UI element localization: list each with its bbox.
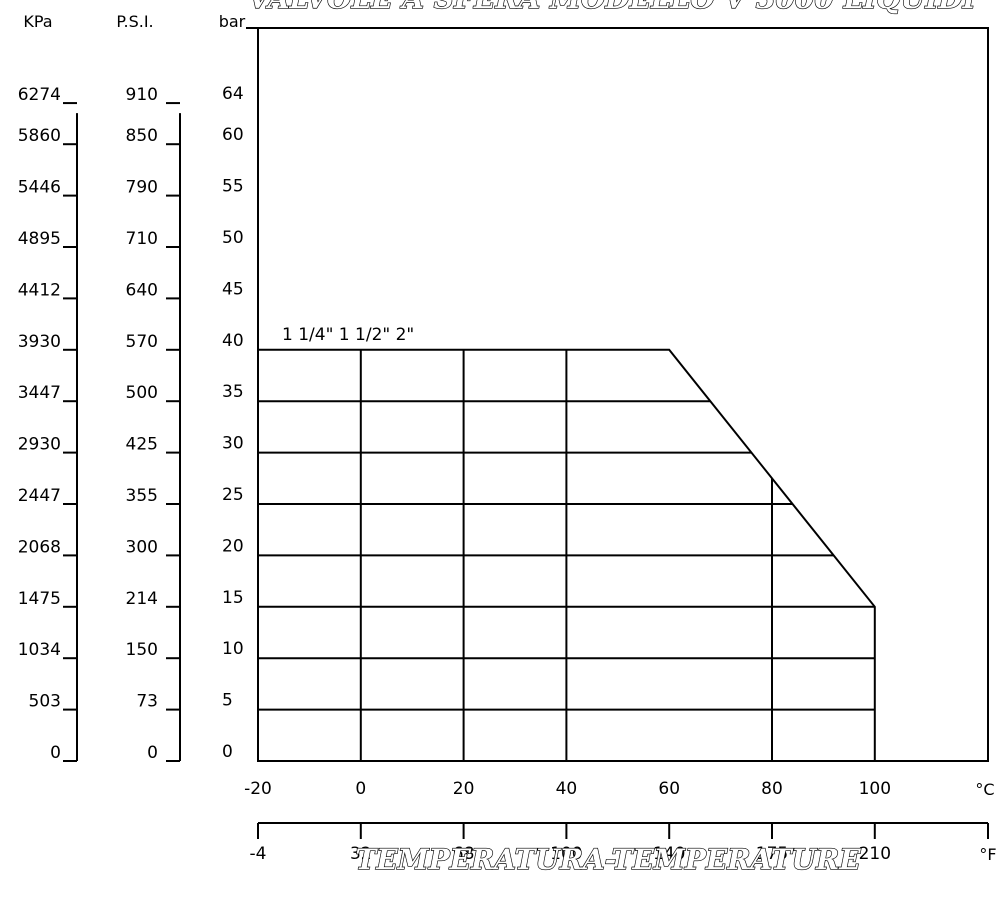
bar-tick-label: 40: [222, 331, 244, 351]
series-label: 1 1/4" 1 1/2" 2": [282, 325, 414, 345]
kpa-tick-label: 1475: [18, 589, 61, 609]
bar-tick-label: 0: [222, 742, 233, 762]
rating-curve: [258, 348, 876, 761]
plot-frame: [257, 27, 989, 762]
kpa-tick-label: 3930: [18, 332, 61, 352]
kpa-tick-label: 4412: [18, 280, 61, 300]
bar-tick-label: 15: [222, 588, 244, 608]
fahrenheit-tick-label: 210: [859, 844, 891, 864]
kpa-tick-label: 6274: [18, 85, 61, 105]
fahrenheit-tick-label: 175: [756, 844, 788, 864]
x-axis-title: TEMPERATURA-TEMPERATURE: [355, 843, 861, 876]
fahrenheit-unit: °F: [979, 845, 996, 864]
bar-tick-label: 55: [222, 177, 244, 197]
bar-tick-label: 30: [222, 434, 244, 454]
psi-axis-unit: P.S.I.: [116, 12, 153, 31]
celsius-tick-label: 40: [556, 779, 578, 799]
kpa-tick-label: 4895: [18, 229, 61, 249]
psi-tick-label: 150: [126, 640, 158, 660]
fahrenheit-tick-label: -4: [250, 844, 267, 864]
bar-tick-label: 20: [222, 536, 244, 556]
psi-tick-label: 355: [126, 486, 158, 506]
psi-tick-label: 790: [126, 178, 158, 198]
psi-tick-label: 300: [126, 537, 158, 557]
kpa-tick-label: 503: [29, 692, 61, 712]
celsius-tick-label: -20: [244, 779, 272, 799]
bar-axis-unit: bar: [219, 12, 246, 31]
fahrenheit-tick-label: 32: [350, 844, 372, 864]
psi-tick-label: 425: [126, 435, 158, 455]
chart-grid: [258, 349, 875, 761]
bar-tick-label: 35: [222, 382, 244, 402]
psi-tick-label: 850: [126, 126, 158, 146]
bar-tick-label: 64: [222, 84, 244, 104]
bar-tick-label: 25: [222, 485, 244, 505]
fahrenheit-tick-label: 68: [453, 844, 475, 864]
kpa-tick-label: 0: [50, 743, 61, 763]
psi-tick-label: 640: [126, 280, 158, 300]
kpa-tick-label: 5860: [18, 126, 61, 146]
psi-tick-label: 910: [126, 85, 158, 105]
celsius-tick-label: 0: [355, 779, 366, 799]
bar-tick-label: 10: [222, 639, 244, 659]
kpa-tick-label: 2447: [18, 486, 61, 506]
psi-tick-label: 500: [126, 383, 158, 403]
celsius-tick-label: 20: [453, 779, 475, 799]
series-line: [258, 348, 876, 761]
psi-tick-label: 570: [126, 332, 158, 352]
kpa-tick-label: 2068: [18, 537, 61, 557]
psi-tick-label: 710: [126, 229, 158, 249]
kpa-tick-label: 1034: [18, 640, 61, 660]
bar-tick-label: 60: [222, 125, 244, 145]
chart-title: VALVOLE A SFERA MODELLO V 3000 LIQUIDI: [248, 0, 976, 15]
fahrenheit-tick-label: 100: [550, 844, 582, 864]
kpa-tick-label: 2930: [18, 435, 61, 455]
psi-tick-label: 0: [147, 743, 158, 763]
kpa-tick-label: 5446: [18, 178, 61, 198]
bar-tick-label: 45: [222, 279, 244, 299]
celsius-tick-label: 80: [761, 779, 783, 799]
celsius-tick-label: 100: [859, 779, 891, 799]
celsius-tick-label: 60: [658, 779, 680, 799]
psi-tick-label: 73: [136, 692, 158, 712]
bar-tick-label: 50: [222, 228, 244, 248]
kpa-axis-unit: KPa: [23, 12, 52, 31]
bar-tick-label: 5: [222, 691, 233, 711]
plot-border: [257, 27, 989, 762]
celsius-unit: °C: [975, 780, 994, 799]
kpa-tick-label: 3447: [18, 383, 61, 403]
psi-tick-label: 214: [126, 589, 158, 609]
fahrenheit-tick-label: 140: [653, 844, 685, 864]
